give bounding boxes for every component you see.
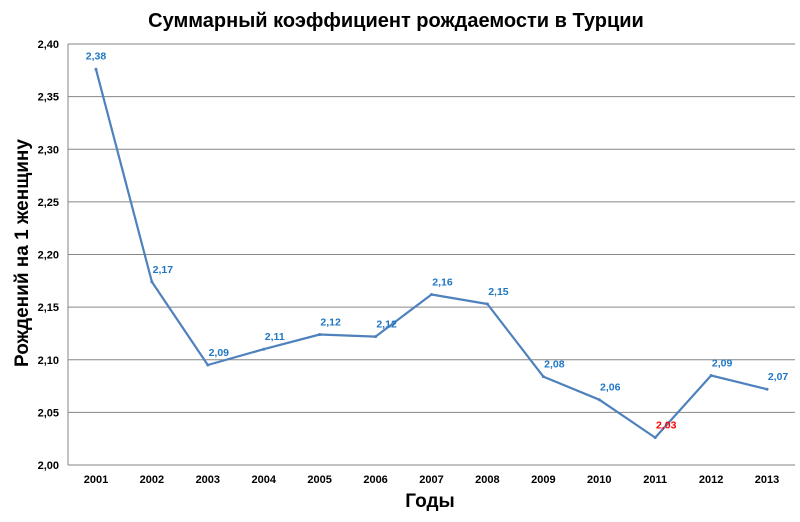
x-tick-label: 2003 [196, 474, 220, 486]
data-label: 2,07 [768, 371, 789, 383]
data-point [653, 436, 657, 440]
data-label: 2,12 [320, 316, 341, 328]
y-tick-label: 2,00 [38, 460, 59, 472]
data-point [206, 363, 210, 367]
x-tick-label: 2013 [755, 474, 779, 486]
data-label: 2,03 [656, 420, 677, 432]
x-tick-label: 2011 [643, 474, 667, 486]
data-label: 2,12 [376, 319, 397, 331]
data-point [430, 292, 433, 296]
y-tick-labels: 2,00 2,05 2,10 2,15 2,20 2,25 2,30 2,35 2,40 [38, 39, 59, 472]
data-label: 2,38 [86, 50, 107, 62]
y-axis-title: Рождений на 1 женщину [12, 139, 33, 367]
data-label: 2,09 [209, 347, 230, 359]
y-tick-label: 2,35 [38, 92, 59, 104]
x-tick-labels: 2001 2002 2003 2004 2005 2006 2007 2008 2009 2010… [84, 474, 780, 486]
data-point [765, 387, 769, 391]
x-tick-label: 2001 [84, 474, 108, 486]
data-point [94, 67, 98, 71]
data-point [541, 375, 545, 379]
data-labels: 2,38 2,17 2,09 2,11 2,12 2,12 2,16 2,15 2,08 2,06… [86, 50, 789, 431]
x-tick-label: 2004 [251, 474, 276, 486]
x-tick-label: 2007 [419, 474, 443, 486]
data-label: 2,16 [432, 276, 453, 288]
axes [67, 44, 795, 466]
y-tick-label: 2,05 [38, 407, 59, 419]
x-tick-label: 2002 [140, 474, 164, 486]
data-label: 2,08 [544, 359, 565, 371]
x-tick-label: 2012 [699, 474, 723, 486]
x-axis-title: Годы [405, 491, 454, 512]
y-tick-label: 2,30 [38, 144, 59, 156]
y-tick-label: 2,20 [38, 250, 59, 262]
x-tick-label: 2005 [307, 474, 331, 486]
chart-title: Суммарный коэффициент рождаемости в Турц… [148, 10, 644, 32]
series-line [94, 69, 768, 439]
y-tick-label: 2,40 [38, 39, 59, 51]
data-point [709, 374, 713, 378]
gridlines [68, 43, 795, 413]
data-point [318, 332, 322, 336]
data-label: 2,06 [600, 382, 621, 394]
data-point [374, 335, 378, 339]
x-tick-label: 2009 [531, 474, 555, 486]
data-label: 2,11 [265, 331, 285, 343]
y-tick-label: 2,25 [38, 197, 59, 209]
data-label: 2,09 [712, 358, 733, 370]
data-point [150, 280, 154, 284]
series-group [94, 67, 769, 440]
y-tick-label: 2,15 [38, 302, 59, 314]
y-tick-label: 2,10 [38, 355, 59, 367]
data-point [597, 398, 601, 402]
data-point [485, 302, 489, 306]
x-tick-label: 2006 [363, 474, 387, 486]
data-label: 2,17 [153, 264, 174, 276]
data-label: 2,15 [488, 286, 509, 298]
data-point [262, 347, 266, 351]
x-tick-label: 2010 [587, 474, 611, 486]
x-tick-label: 2008 [475, 474, 499, 486]
